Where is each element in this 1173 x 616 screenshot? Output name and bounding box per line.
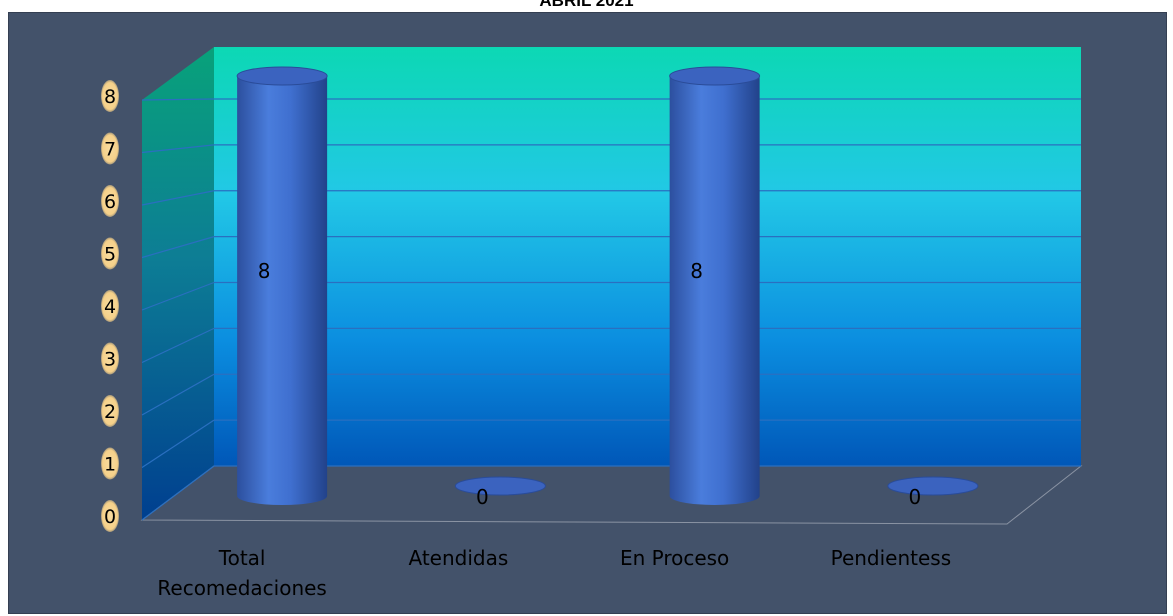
y-tick-label: 7 bbox=[104, 139, 116, 161]
gridline-side bbox=[141, 281, 215, 311]
y-tick-badge bbox=[101, 342, 119, 375]
category-label-line: En Proceso bbox=[620, 546, 729, 570]
data-label: 0 bbox=[909, 485, 922, 509]
bar-top bbox=[887, 476, 979, 496]
bar-body bbox=[237, 76, 328, 505]
y-tick-badge bbox=[101, 80, 119, 112]
y-tick-badge bbox=[101, 290, 119, 322]
chart-title: ABRIL 2021 bbox=[539, 0, 634, 10]
side-wall bbox=[142, 47, 214, 520]
category-label: Pendientess bbox=[831, 546, 952, 570]
category-label-line: Total bbox=[218, 546, 266, 570]
y-tick-badge bbox=[101, 500, 119, 532]
y-tick-label: 8 bbox=[104, 86, 116, 108]
data-label: 0 bbox=[476, 485, 489, 509]
category-label: Atendidas bbox=[408, 546, 508, 570]
gridline-side bbox=[141, 465, 215, 521]
gridline-side bbox=[141, 327, 215, 364]
y-tick-label: 2 bbox=[104, 401, 116, 423]
category-label-line: Recomedaciones bbox=[157, 576, 326, 600]
y-tick-label: 3 bbox=[104, 349, 116, 371]
data-label: 8 bbox=[690, 259, 703, 283]
gridline-side bbox=[141, 98, 215, 101]
bar-2: 8 bbox=[669, 66, 761, 505]
chart-panel: 0 1 2 3 4 5 6 7 8 8 0 8 0 Total Recomedaciones Atendi… bbox=[8, 12, 1167, 614]
bar-top bbox=[454, 476, 546, 496]
gridline-side bbox=[141, 236, 215, 259]
category-label-line: Pendientess bbox=[831, 546, 952, 570]
x-axis-categories: Total Recomedaciones Atendidas En Proceso Pe… bbox=[157, 546, 951, 600]
y-axis-ticks: 0 1 2 3 4 5 6 7 8 bbox=[101, 80, 119, 532]
bar-1: 0 bbox=[454, 476, 546, 509]
y-tick-label: 4 bbox=[104, 296, 116, 318]
gridline-side bbox=[141, 144, 215, 154]
category-label-line: Atendidas bbox=[408, 546, 508, 570]
plot-walls bbox=[140, 47, 1083, 525]
y-tick-label: 6 bbox=[104, 191, 116, 213]
bar-body bbox=[669, 76, 760, 505]
bar-3: 0 bbox=[887, 476, 979, 509]
y-tick-badge bbox=[101, 447, 119, 480]
gridline-side bbox=[141, 419, 215, 469]
y-tick-label: 0 bbox=[104, 506, 116, 528]
y-tick-badge bbox=[101, 237, 119, 270]
back-wall bbox=[214, 47, 1081, 466]
gridline-side bbox=[141, 373, 215, 416]
y-tick-label: 5 bbox=[104, 244, 116, 266]
y-tick-badge bbox=[101, 185, 119, 217]
y-tick-badge bbox=[101, 132, 119, 165]
bars: 8 0 8 0 bbox=[236, 66, 979, 509]
gridline-side bbox=[141, 190, 215, 206]
chart-canvas: 0 1 2 3 4 5 6 7 8 8 0 8 0 Total Recomedaciones Atendi… bbox=[101, 47, 1083, 600]
category-label: Total Recomedaciones bbox=[157, 546, 326, 600]
gridlines bbox=[141, 98, 1081, 521]
bar-top bbox=[669, 66, 761, 86]
y-tick-badge bbox=[101, 395, 119, 427]
bar-0: 8 bbox=[236, 66, 328, 505]
y-tick-label: 1 bbox=[104, 454, 116, 476]
bar-top bbox=[236, 66, 328, 86]
category-label: En Proceso bbox=[620, 546, 729, 570]
data-label: 8 bbox=[258, 259, 271, 283]
